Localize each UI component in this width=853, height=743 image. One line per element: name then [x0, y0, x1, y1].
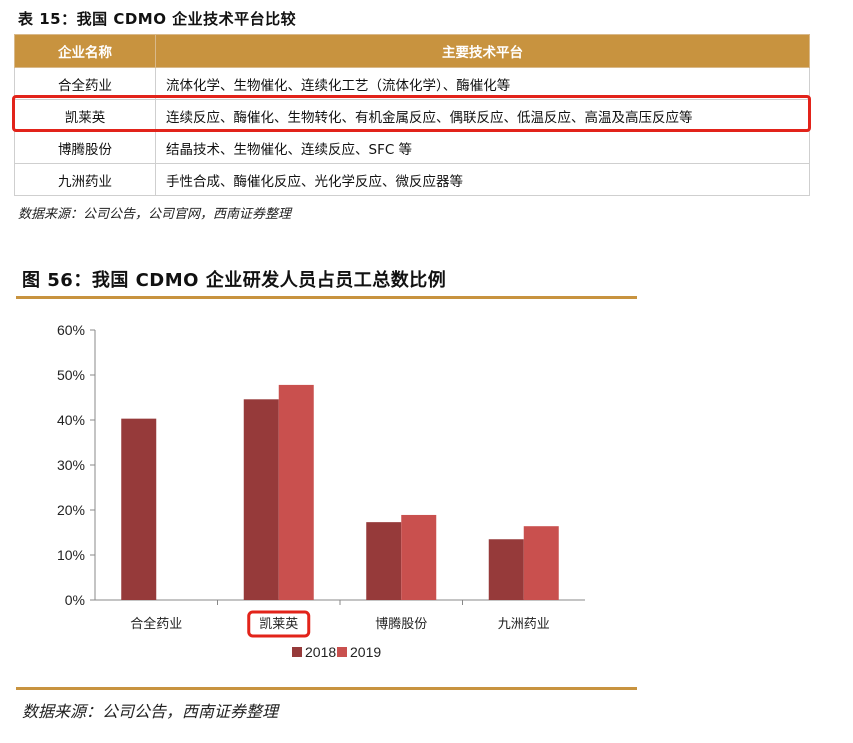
bar-2018 — [121, 418, 157, 600]
header-company: 企业名称 — [14, 34, 156, 68]
chart-bars — [121, 384, 559, 600]
y-tick-label: 50% — [57, 367, 85, 383]
company-name: 九洲药业 — [14, 163, 156, 196]
y-tick-label: 20% — [57, 502, 85, 518]
legend-swatch — [292, 647, 302, 657]
bar-2018 — [243, 399, 279, 600]
figure-bottom-rule — [16, 687, 637, 690]
table-header-row: 企业名称 主要技术平台 — [14, 34, 810, 68]
table-source: 数据来源：公司公告，公司官网，西南证券整理 — [18, 207, 292, 222]
bar-2019 — [401, 514, 437, 600]
x-tick-label: 凯莱英 — [259, 617, 298, 632]
x-tick-label: 九洲药业 — [498, 617, 550, 632]
tech-platform-table: 企业名称 主要技术平台 合全药业 流体化学、生物催化、连续化工艺（流体化学）、酶… — [14, 34, 810, 196]
bar-2018 — [366, 522, 402, 600]
rd-staff-ratio-chart: 0% 10% 20% 30% 40% 50% 60% 合全药业 凯莱英 博腾股份 九洲药业 201… — [57, 322, 585, 660]
chart-legend: 2018 2019 — [292, 644, 381, 660]
y-tick-label: 40% — [57, 412, 85, 428]
y-tick-label: 0% — [65, 592, 85, 608]
y-tick-label: 10% — [57, 547, 85, 563]
platform-text: 结晶技术、生物催化、连续反应、SFC 等 — [155, 131, 810, 164]
figure-title: 图 56：我国 CDMO 企业研发人员占员工总数比例 — [22, 270, 447, 291]
legend-label: 2019 — [350, 644, 381, 660]
highlight-box-category — [247, 610, 311, 638]
header-platform: 主要技术平台 — [155, 34, 810, 68]
figure-top-rule — [16, 296, 637, 299]
legend-swatch — [337, 647, 347, 657]
platform-text: 手性合成、酶催化反应、光化学反应、微反应器等 — [155, 163, 810, 196]
legend-label: 2018 — [305, 644, 336, 660]
company-name: 合全药业 — [14, 67, 156, 100]
x-tick-label: 博腾股份 — [375, 616, 427, 632]
company-name: 博腾股份 — [14, 131, 156, 164]
table-row: 九洲药业 手性合成、酶催化反应、光化学反应、微反应器等 — [14, 163, 810, 196]
table-row: 合全药业 流体化学、生物催化、连续化工艺（流体化学）、酶催化等 — [14, 67, 810, 100]
figure-source: 数据来源：公司公告，西南证券整理 — [22, 702, 279, 721]
bar-2019 — [278, 384, 314, 600]
platform-text: 连续反应、酶催化、生物转化、有机金属反应、偶联反应、低温反应、高温及高压反应等 — [155, 99, 810, 132]
platform-text: 流体化学、生物催化、连续化工艺（流体化学）、酶催化等 — [155, 67, 810, 100]
chart-x-labels: 合全药业 凯莱英 博腾股份 九洲药业 — [130, 610, 550, 638]
table-title: 表 15：我国 CDMO 企业技术平台比较 — [18, 10, 297, 28]
bar-2018 — [488, 539, 524, 600]
x-tick-label: 合全药业 — [130, 616, 182, 632]
table-row: 凯莱英 连续反应、酶催化、生物转化、有机金属反应、偶联反应、低温反应、高温及高压… — [14, 99, 810, 132]
highlight-box-row — [12, 95, 811, 132]
y-tick-label: 30% — [57, 457, 85, 473]
y-tick-label: 60% — [57, 322, 85, 338]
bar-2019 — [523, 526, 559, 600]
table-row: 博腾股份 结晶技术、生物催化、连续反应、SFC 等 — [14, 131, 810, 164]
